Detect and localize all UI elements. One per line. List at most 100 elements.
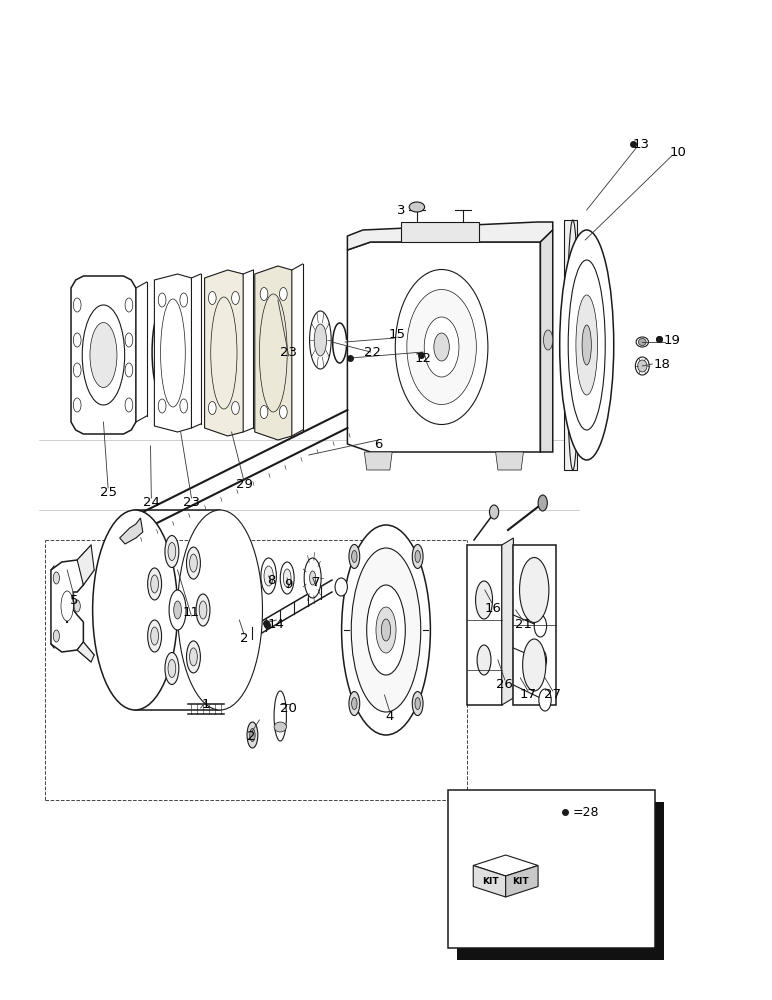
Ellipse shape <box>520 558 549 622</box>
Ellipse shape <box>260 406 268 418</box>
Ellipse shape <box>247 722 258 748</box>
Text: 23: 23 <box>183 495 200 508</box>
Text: 17: 17 <box>520 688 537 702</box>
Text: 16: 16 <box>484 601 501 614</box>
Ellipse shape <box>158 293 166 307</box>
Ellipse shape <box>187 641 201 673</box>
Text: 7: 7 <box>312 576 321 588</box>
Ellipse shape <box>74 600 80 612</box>
Ellipse shape <box>274 691 286 741</box>
Ellipse shape <box>232 292 239 304</box>
Polygon shape <box>154 274 191 432</box>
Ellipse shape <box>125 398 133 412</box>
Ellipse shape <box>576 295 598 395</box>
Ellipse shape <box>395 269 488 424</box>
Ellipse shape <box>538 495 547 511</box>
Text: 29: 29 <box>235 479 252 491</box>
Text: 14: 14 <box>268 617 285 631</box>
Ellipse shape <box>567 220 579 470</box>
Text: 11: 11 <box>183 605 200 618</box>
Text: 27: 27 <box>544 688 561 702</box>
Text: 21: 21 <box>515 618 532 632</box>
Text: 4: 4 <box>386 710 394 722</box>
Ellipse shape <box>539 689 551 711</box>
Ellipse shape <box>61 591 73 621</box>
Polygon shape <box>473 855 538 876</box>
Ellipse shape <box>424 317 459 377</box>
Ellipse shape <box>174 601 181 619</box>
Ellipse shape <box>476 581 493 619</box>
Ellipse shape <box>534 615 547 637</box>
Ellipse shape <box>351 698 357 710</box>
Ellipse shape <box>211 297 237 409</box>
Ellipse shape <box>434 333 449 361</box>
Ellipse shape <box>260 288 268 300</box>
Ellipse shape <box>335 578 347 596</box>
Ellipse shape <box>582 325 591 365</box>
Ellipse shape <box>279 288 287 300</box>
Ellipse shape <box>73 398 81 412</box>
Ellipse shape <box>190 554 198 572</box>
Ellipse shape <box>158 399 166 413</box>
Ellipse shape <box>73 298 81 312</box>
Polygon shape <box>347 222 553 250</box>
Text: 26: 26 <box>496 678 513 690</box>
Polygon shape <box>473 865 506 897</box>
Polygon shape <box>502 538 513 705</box>
Text: 13: 13 <box>632 138 649 151</box>
Polygon shape <box>120 518 143 544</box>
Ellipse shape <box>208 292 216 304</box>
Ellipse shape <box>351 548 421 712</box>
Ellipse shape <box>259 294 287 412</box>
Ellipse shape <box>208 401 216 414</box>
Polygon shape <box>467 545 502 705</box>
Ellipse shape <box>568 260 605 430</box>
Ellipse shape <box>151 575 158 593</box>
Text: 25: 25 <box>100 486 117 498</box>
Ellipse shape <box>125 333 133 347</box>
Polygon shape <box>77 642 94 662</box>
Ellipse shape <box>165 536 179 568</box>
Polygon shape <box>364 452 392 470</box>
Ellipse shape <box>341 525 430 735</box>
Ellipse shape <box>489 505 499 519</box>
Text: 6: 6 <box>374 438 382 450</box>
Ellipse shape <box>280 562 294 594</box>
Ellipse shape <box>168 543 176 561</box>
Ellipse shape <box>638 360 647 372</box>
Ellipse shape <box>187 547 201 579</box>
Bar <box>457 802 664 960</box>
Text: 10: 10 <box>669 145 686 158</box>
Ellipse shape <box>636 337 648 347</box>
Ellipse shape <box>376 607 396 653</box>
Ellipse shape <box>351 550 357 562</box>
Ellipse shape <box>415 698 421 710</box>
Ellipse shape <box>264 566 273 586</box>
Ellipse shape <box>199 601 207 619</box>
Polygon shape <box>71 276 136 434</box>
Bar <box>448 790 655 948</box>
Ellipse shape <box>196 594 210 626</box>
Ellipse shape <box>534 649 547 671</box>
Text: 18: 18 <box>654 358 671 370</box>
Text: 2: 2 <box>247 730 256 742</box>
Ellipse shape <box>178 510 262 710</box>
Ellipse shape <box>274 722 286 732</box>
Text: =28: =28 <box>573 806 599 818</box>
Text: 3: 3 <box>397 204 406 217</box>
Ellipse shape <box>477 645 491 675</box>
Polygon shape <box>540 230 553 452</box>
Polygon shape <box>255 266 292 440</box>
Ellipse shape <box>412 544 423 568</box>
Ellipse shape <box>367 585 405 675</box>
Ellipse shape <box>151 627 158 645</box>
Polygon shape <box>401 222 479 242</box>
Ellipse shape <box>125 298 133 312</box>
Ellipse shape <box>349 544 360 568</box>
Polygon shape <box>347 242 540 452</box>
Ellipse shape <box>73 333 81 347</box>
Text: 8: 8 <box>268 574 276 586</box>
Ellipse shape <box>635 357 649 375</box>
Text: 22: 22 <box>364 346 381 359</box>
Text: 23: 23 <box>280 346 297 359</box>
